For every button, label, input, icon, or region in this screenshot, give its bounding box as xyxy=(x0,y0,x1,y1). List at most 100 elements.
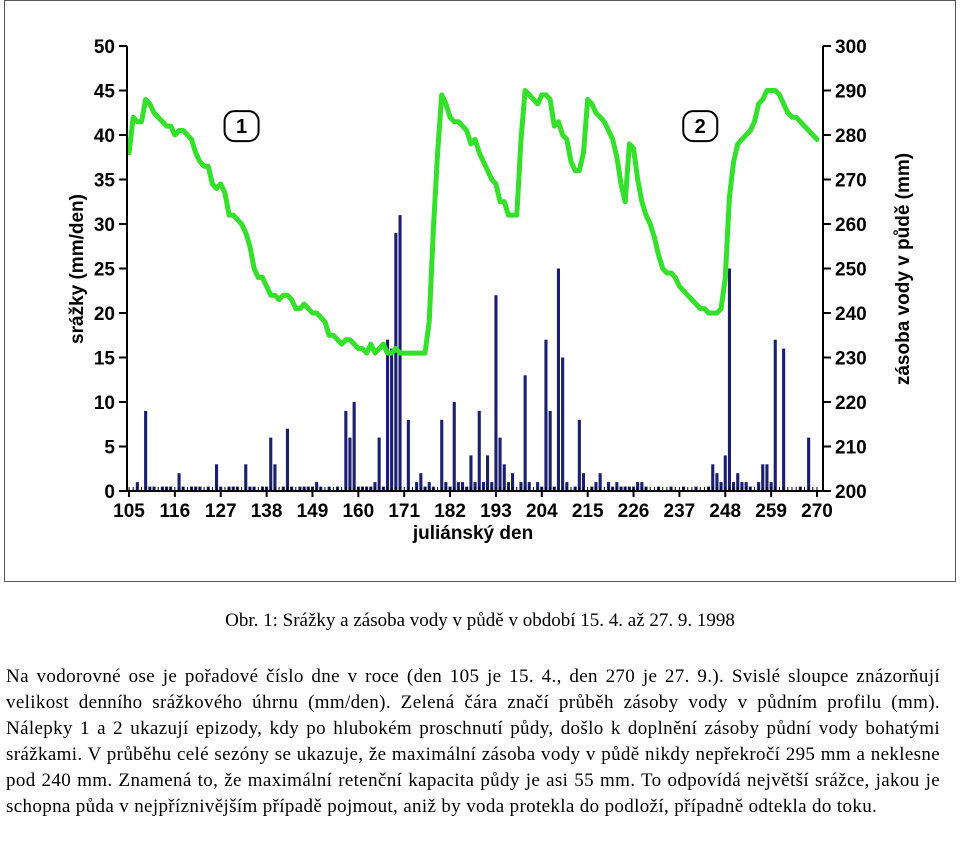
precip-bar xyxy=(536,482,540,491)
episode-label: 2 xyxy=(695,116,706,138)
x-tick-label: 105 xyxy=(113,501,145,522)
precip-bar xyxy=(377,437,381,491)
y-tick-label: 45 xyxy=(94,82,116,103)
y2-axis-label: zásoba vody v půdě (mm) xyxy=(893,153,914,385)
precip-bar xyxy=(486,455,490,491)
precip-bar xyxy=(406,419,410,491)
y-tick-label: 35 xyxy=(94,171,116,192)
x-tick-label: 182 xyxy=(434,501,466,522)
y2-tick-label: 210 xyxy=(835,438,867,459)
y2-tick-label: 300 xyxy=(835,37,867,58)
y-tick-label: 50 xyxy=(94,37,115,58)
precip-bar xyxy=(315,482,319,491)
precip-bar xyxy=(506,482,510,491)
x-tick-label: 237 xyxy=(664,501,696,522)
precip-bar xyxy=(135,482,139,491)
x-tick-label: 193 xyxy=(480,501,512,522)
precip-bar xyxy=(285,428,289,491)
precip-bar xyxy=(494,295,498,491)
precipitation-bars xyxy=(135,215,811,491)
precip-bar xyxy=(757,482,761,491)
precip-bar xyxy=(440,419,444,491)
precip-bar xyxy=(765,464,769,491)
y-tick-label: 40 xyxy=(94,126,115,147)
y-tick-label: 20 xyxy=(94,304,115,325)
precip-bar xyxy=(740,482,744,491)
precip-bar xyxy=(565,482,569,491)
precip-bar xyxy=(594,482,598,491)
precip-bar xyxy=(394,232,398,491)
y2-tick-label: 280 xyxy=(835,126,867,147)
precip-bar xyxy=(577,419,581,491)
precip-bar xyxy=(144,410,148,491)
precip-bar xyxy=(527,482,531,491)
chart-frame: 0 5 10 15 20 25 30 35 40 45 50 200 210 220 230 240 250 26… xyxy=(4,0,956,582)
episode-label: 1 xyxy=(236,116,247,138)
precip-bar xyxy=(782,348,786,491)
precip-bar xyxy=(390,348,394,491)
precip-bar xyxy=(244,464,248,491)
precip-bar xyxy=(544,339,548,491)
y-tick-label: 5 xyxy=(104,438,115,459)
precip-bar xyxy=(269,437,273,491)
precipitation-soil-water-chart: 0 5 10 15 20 25 30 35 40 45 50 200 210 220 230 240 250 26… xyxy=(67,37,914,544)
precip-bar xyxy=(807,437,811,491)
x-tick-label: 215 xyxy=(572,501,604,522)
y-tick-label: 0 xyxy=(104,482,115,503)
precip-bar xyxy=(732,482,736,491)
figure-caption: Obr. 1: Srážky a zásoba vody v půdě v ob… xyxy=(225,610,735,631)
precip-bar xyxy=(456,482,460,491)
precip-bar xyxy=(715,473,719,491)
precip-bar xyxy=(415,482,419,491)
x-tick-label: 171 xyxy=(388,501,420,522)
y2-tick-label: 270 xyxy=(835,171,867,192)
y2-tick-label: 240 xyxy=(835,304,867,325)
precip-bar xyxy=(490,482,494,491)
x-tick-label: 270 xyxy=(801,501,833,522)
precip-bar xyxy=(773,339,777,491)
precip-bar xyxy=(419,473,423,491)
x-tick-label: 160 xyxy=(342,501,374,522)
y-axis-label: srážky (mm/den) xyxy=(67,194,88,344)
precip-bar xyxy=(736,473,740,491)
x-tick-label: 138 xyxy=(251,501,283,522)
precip-bar xyxy=(344,410,348,491)
episode-label-box xyxy=(223,110,260,143)
precip-bar xyxy=(723,455,727,491)
precip-bar xyxy=(352,402,356,491)
precip-bar xyxy=(502,464,506,491)
y2-tick-label: 230 xyxy=(835,349,867,370)
precip-bar xyxy=(481,482,485,491)
y-tick-label: 25 xyxy=(94,260,116,281)
precip-bar xyxy=(581,473,585,491)
y2-tick-label: 200 xyxy=(835,482,867,503)
precip-bar xyxy=(523,375,527,491)
axes: 0 5 10 15 20 25 30 35 40 45 50 200 210 220 230 240 250 26… xyxy=(94,37,867,522)
precip-bar xyxy=(452,402,456,491)
precip-bar xyxy=(711,464,715,491)
precip-bar xyxy=(461,482,465,491)
x-tick-label: 116 xyxy=(160,501,191,522)
x-tick-label: 259 xyxy=(755,501,787,522)
x-tick-label: 226 xyxy=(618,501,650,522)
precip-bar xyxy=(373,482,377,491)
precip-bar xyxy=(348,437,352,491)
y2-tick-label: 260 xyxy=(835,215,867,236)
precip-bar xyxy=(511,473,515,491)
precip-bar xyxy=(444,482,448,491)
precip-bar xyxy=(640,482,644,491)
y2-tick-label: 220 xyxy=(835,393,867,414)
soil-water-line-layer xyxy=(126,88,820,356)
precip-bar xyxy=(607,482,611,491)
x-tick-label: 127 xyxy=(205,501,237,522)
precip-bar xyxy=(615,482,619,491)
precip-bar xyxy=(427,482,431,491)
episode-label-box xyxy=(682,110,719,143)
precip-bar xyxy=(769,482,773,491)
y2-tick-label: 290 xyxy=(835,82,867,103)
precip-bar xyxy=(498,437,502,491)
precip-bar xyxy=(598,473,602,491)
precip-bar xyxy=(761,464,765,491)
x-axis-label: juliánský den xyxy=(412,523,533,544)
